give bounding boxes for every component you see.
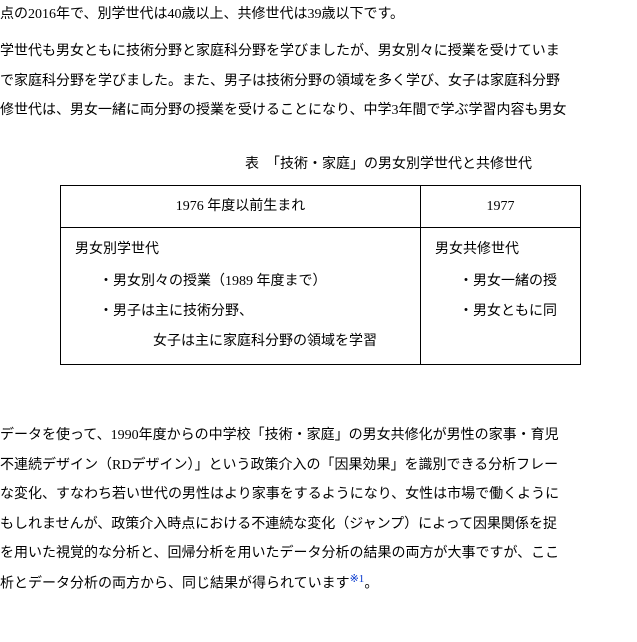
para3-line5: を用いた視覚的な分析と、回帰分析を用いたデータ分析の結果の両方が大事ですが、ここ (0, 546, 559, 561)
para2-line3: 修世代は、男女一緒に両分野の授業を受けることになり、中学3年間で学ぶ学習内容も男… (0, 103, 566, 118)
cell2-bullet2: ・男女ともに同 (435, 298, 566, 326)
paragraph-3: データを使って、1990年度からの中学校「技術・家庭」の男女共修化が男性の家事・… (0, 421, 637, 599)
generation-table: 1976 年度以前生まれ 1977 男女別学世代 ・男女別々の授業（1989 年… (60, 185, 581, 365)
para1-text: 点の2016年で、別学世代は40歳以上、共修世代は39歳以下です。 (0, 7, 404, 22)
footnote-reference[interactable]: ※1 (350, 573, 365, 585)
cell2-bullet1: ・男女一緒の授 (435, 268, 566, 296)
header-col2: 1977 (421, 185, 581, 227)
para2-line2: で家庭科分野を学びました。また、男子は技術分野の領域を多く学び、女子は家庭科分野 (0, 74, 560, 89)
table-caption: 表 「技術・家庭」の男女別学世代と共修世代 (0, 150, 637, 179)
para2-line1: 学世代も男女ともに技術分野と家庭科分野を学びましたが、男女別々に授業を受けていま (0, 44, 560, 59)
cell1-title: 男女別学世代 (75, 236, 406, 264)
cell-separate-generation: 男女別学世代 ・男女別々の授業（1989 年度まで） ・男子は主に技術分野、 女… (61, 228, 421, 365)
paragraph-1: 点の2016年で、別学世代は40歳以上、共修世代は39歳以下です。 (0, 0, 637, 29)
cell1-bullet1: ・男女別々の授業（1989 年度まで） (75, 268, 406, 296)
para3-line3: な変化、すなわち若い世代の男性はより家事をするようになり、女性は市場で働くように (0, 487, 559, 502)
cell2-title: 男女共修世代 (435, 236, 566, 264)
table-section: 表 「技術・家庭」の男女別学世代と共修世代 1976 年度以前生まれ 1977 … (0, 150, 637, 366)
paragraph-2: 学世代も男女ともに技術分野と家庭科分野を学びましたが、男女別々に授業を受けていま… (0, 37, 637, 125)
table-row: 男女別学世代 ・男女別々の授業（1989 年度まで） ・男子は主に技術分野、 女… (61, 228, 581, 365)
header-col1: 1976 年度以前生まれ (61, 185, 421, 227)
table-header-row: 1976 年度以前生まれ 1977 (61, 185, 581, 227)
cell1-bullet2: ・男子は主に技術分野、 (75, 298, 406, 326)
para3-line4: もしれませんが、政策介入時点における不連続な変化（ジャンプ）によって因果関係を捉 (0, 517, 557, 532)
para3-line2: 不連続デザイン（RDデザイン）」という政策介入の「因果効果」を識別できる分析フレ… (0, 458, 558, 473)
para3-line1: データを使って、1990年度からの中学校「技術・家庭」の男女共修化が男性の家事・… (0, 428, 559, 443)
para3-line6a: 析とデータ分析の両方から、同じ結果が得られています (0, 577, 350, 592)
para3-line6b: 。 (364, 577, 378, 592)
cell1-bullet3: 女子は主に家庭科分野の領域を学習 (75, 328, 406, 356)
cell-coed-generation: 男女共修世代 ・男女一緒の授 ・男女ともに同 (421, 228, 581, 365)
